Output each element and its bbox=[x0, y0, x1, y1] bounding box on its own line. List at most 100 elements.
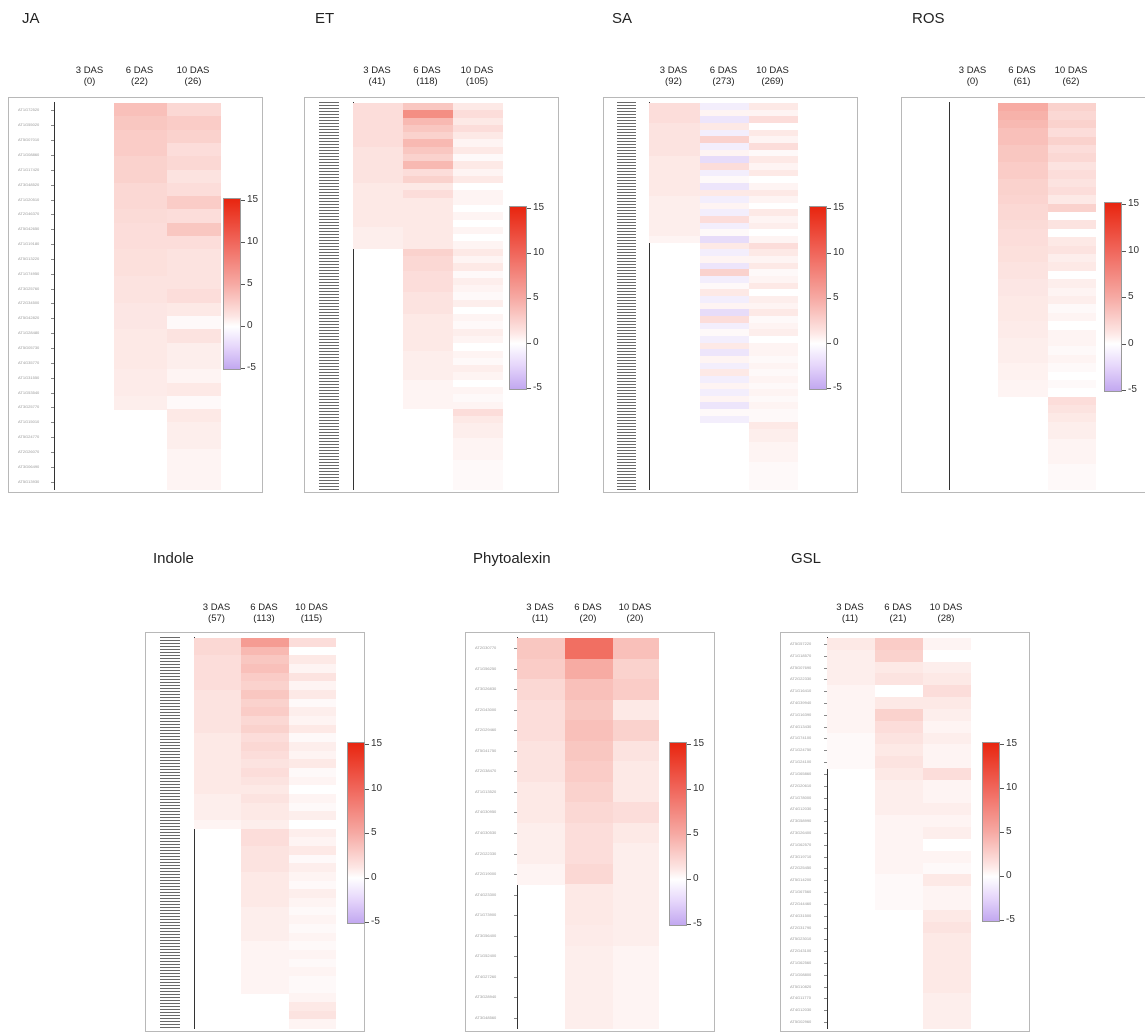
gene-label: AT1G24750 bbox=[790, 747, 812, 753]
gene-label: AT5G41750 bbox=[475, 747, 497, 753]
heatmap-cell bbox=[289, 854, 336, 864]
gene-label: AT3G58990 bbox=[790, 818, 812, 824]
column-header: 10 DAS (26) bbox=[168, 65, 218, 87]
gene-label: AT1G16390 bbox=[790, 711, 812, 717]
heatmap-cell bbox=[403, 255, 453, 264]
heatmap-cell bbox=[167, 382, 221, 397]
heatmap-cell bbox=[613, 658, 659, 680]
column-count: (118) bbox=[416, 76, 438, 87]
heatmap-cell bbox=[875, 649, 923, 663]
heatmap-cell bbox=[998, 128, 1048, 138]
gene-label: AT3G19710 bbox=[790, 853, 812, 859]
heatmap-cell bbox=[700, 415, 749, 424]
heatmap-cell bbox=[241, 811, 289, 821]
gene-tick bbox=[514, 956, 517, 958]
gene-tick bbox=[514, 1017, 517, 1019]
heatmap-cell bbox=[1048, 438, 1096, 448]
heatmap-cell bbox=[875, 744, 923, 757]
gene-label: AT2G22330 bbox=[790, 676, 812, 682]
gene-tick bbox=[51, 244, 54, 246]
heatmap-cell bbox=[649, 162, 700, 171]
heatmap-cell bbox=[353, 168, 403, 177]
heatmap-cell bbox=[1048, 455, 1096, 465]
heatmap-cell bbox=[167, 249, 221, 264]
legend-tick bbox=[365, 922, 369, 923]
heatmap-cell bbox=[194, 811, 241, 821]
heatmap-cell bbox=[517, 679, 565, 701]
color-legend bbox=[669, 742, 687, 926]
column-header: 3 DAS (57) bbox=[192, 602, 242, 624]
heatmap-cell bbox=[517, 658, 565, 680]
heatmap-cell bbox=[453, 408, 503, 417]
legend-tick bbox=[687, 879, 691, 880]
heatmap-cell bbox=[167, 103, 221, 117]
column-label: 10 DAS bbox=[618, 602, 652, 613]
heatmap-cell bbox=[565, 679, 613, 701]
heatmap-cell bbox=[1048, 472, 1096, 482]
legend-label: 10 bbox=[1128, 244, 1140, 256]
heatmap-cell bbox=[289, 768, 336, 778]
gene-tick bbox=[824, 998, 827, 1000]
column-count: (92) bbox=[665, 76, 682, 87]
heatmap-cell bbox=[453, 183, 503, 191]
heatmap-cell bbox=[241, 880, 289, 890]
heatmap-cell bbox=[517, 699, 565, 721]
gene-tick bbox=[824, 927, 827, 929]
gene-label: AT5G10820 bbox=[790, 983, 812, 989]
gene-tick bbox=[514, 894, 517, 896]
heatmap-cell bbox=[749, 222, 798, 231]
gene-label: AT2G43100 bbox=[790, 948, 812, 954]
heatmap-cell bbox=[649, 182, 700, 191]
heatmap-cell bbox=[403, 292, 453, 301]
gene-label: AT5G14200 bbox=[790, 877, 812, 883]
legend-label: 0 bbox=[693, 873, 699, 884]
heatmap-cell bbox=[241, 932, 289, 942]
gene-tick bbox=[824, 915, 827, 917]
heatmap-cell bbox=[749, 422, 798, 430]
gene-tick bbox=[514, 812, 517, 814]
heatmap-cell bbox=[1048, 329, 1096, 339]
heatmap-cell bbox=[998, 203, 1048, 213]
heatmap-cell bbox=[114, 342, 167, 357]
heatmap-cell bbox=[167, 302, 221, 317]
heatmap-cell bbox=[114, 249, 167, 264]
heatmap-cell bbox=[353, 110, 403, 119]
column-label: 6 DAS bbox=[884, 602, 912, 613]
heatmap-cell bbox=[1048, 363, 1096, 373]
heatmap-cell bbox=[114, 196, 167, 211]
gene-label: AT2G19000 bbox=[475, 871, 497, 877]
heatmap-cell bbox=[749, 122, 798, 131]
gene-tick bbox=[51, 481, 54, 483]
heatmap-cell bbox=[403, 299, 453, 308]
heatmap-cell bbox=[194, 698, 241, 708]
gene-tick bbox=[824, 1010, 827, 1012]
heatmap-cell bbox=[700, 162, 749, 171]
gene-tick bbox=[824, 821, 827, 823]
legend-label: 10 bbox=[693, 783, 705, 794]
row-axis bbox=[827, 637, 828, 1029]
heatmap-cell bbox=[875, 732, 923, 745]
heatmap-cell bbox=[749, 469, 798, 477]
heatmap-cell bbox=[998, 254, 1048, 264]
heatmap-cell bbox=[453, 314, 503, 323]
legend-tick bbox=[241, 284, 245, 285]
heatmap-cell bbox=[1048, 111, 1096, 121]
legend-label: -5 bbox=[1006, 914, 1015, 925]
heatmap-cell bbox=[749, 442, 798, 450]
gene-label: AT3G56400 bbox=[475, 932, 497, 938]
column-label: 10 DAS bbox=[176, 65, 210, 76]
gene-label-stack bbox=[160, 637, 180, 1029]
gene-label: AT1G31550 bbox=[18, 374, 40, 380]
heatmap-cell bbox=[453, 241, 503, 250]
column-header: 3 DAS (92) bbox=[649, 65, 699, 87]
heatmap-cell bbox=[403, 241, 453, 250]
heatmap-cell bbox=[998, 371, 1048, 381]
heatmap-cell bbox=[649, 216, 700, 224]
panel-title: ROS bbox=[912, 10, 945, 27]
heatmap-cell bbox=[749, 315, 798, 324]
heatmap-cell bbox=[565, 863, 613, 885]
heatmap-cell bbox=[565, 822, 613, 844]
gene-label: AT5G02960 bbox=[790, 1019, 812, 1025]
heatmap-cell bbox=[289, 664, 336, 674]
heatmap-cell bbox=[649, 202, 700, 211]
